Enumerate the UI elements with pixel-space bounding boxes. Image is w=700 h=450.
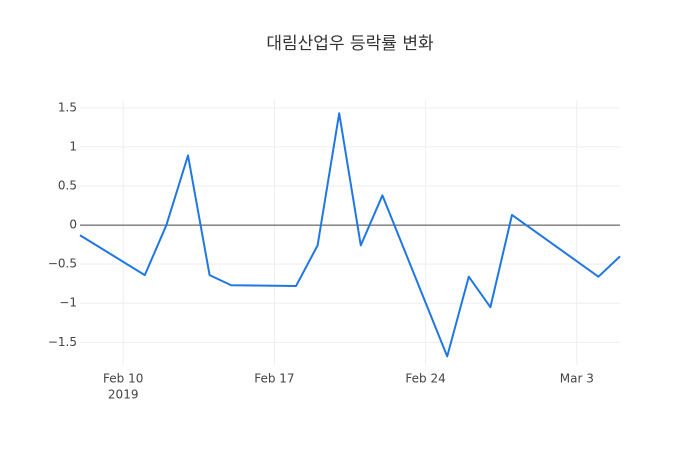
y-tick-label: 0.5 xyxy=(58,178,77,192)
y-tick-label: 0 xyxy=(69,218,77,232)
data-line xyxy=(79,112,621,358)
x-tick-label: Mar 3 xyxy=(560,372,594,386)
y-tick-label: −0.5 xyxy=(48,257,77,271)
chart-title: 대림산업우 등락률 변화 xyxy=(266,34,434,54)
y-tick-label: 1.5 xyxy=(58,100,77,114)
y-tick-label: 1 xyxy=(69,139,77,153)
y-tick-label: −1.5 xyxy=(48,335,77,349)
x-tick-label: Feb 24 xyxy=(405,372,445,386)
x-tick-year: 2019 xyxy=(108,388,139,402)
x-tick-label: Feb 10 xyxy=(103,372,143,386)
x-tick-label: Feb 17 xyxy=(254,372,294,386)
y-tick-label: −1 xyxy=(59,296,77,310)
